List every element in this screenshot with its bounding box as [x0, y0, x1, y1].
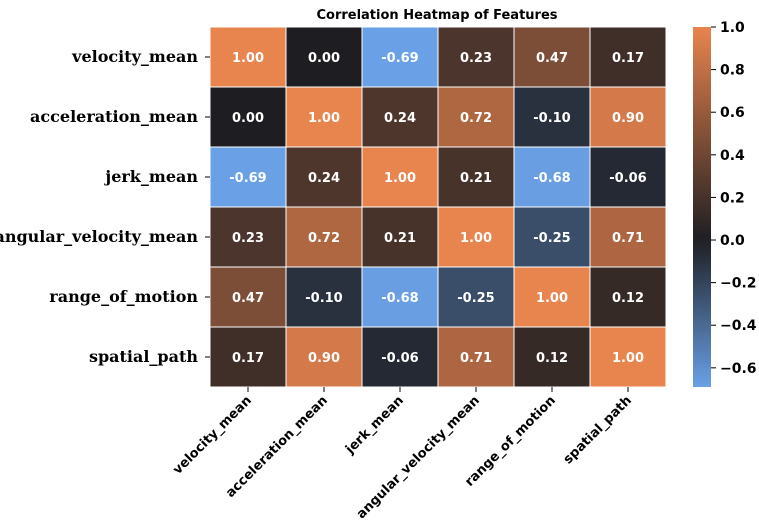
x-tick-label: jerk_mean: [342, 393, 407, 458]
colorbar-tick-label: 0.2: [720, 190, 745, 206]
colorbar-tick-label: 1.0: [720, 20, 745, 36]
colorbar-tick-label: −0.4: [720, 318, 757, 334]
heatmap-cell: [285, 146, 363, 208]
cell-value-label: -0.10: [305, 291, 342, 306]
cell-value-label: 0.23: [232, 231, 264, 246]
heatmap-cell: [209, 266, 287, 328]
cell-value-label: -0.68: [381, 291, 418, 306]
cell-value-label: 0.12: [536, 351, 568, 366]
cell-value-label: 0.24: [308, 171, 340, 186]
cell-value-label: 0.47: [536, 51, 568, 66]
heatmap-annotations: 1.00 0.00 -0.69 0.23 0.47 0.17 0.00 1.00 0.24 0.7…: [229, 51, 646, 366]
cell-value-label: 1.00: [308, 111, 340, 126]
colorbar-gradient: [693, 27, 711, 387]
y-tick-label: range_of_motion: [49, 287, 198, 306]
cell-value-label: -0.25: [457, 291, 494, 306]
heatmap-cell: [437, 26, 515, 88]
cell-value-label: 0.00: [232, 111, 264, 126]
cell-value-label: -0.06: [609, 171, 646, 186]
cell-value-label: 0.21: [384, 231, 416, 246]
cell-value-label: -0.06: [381, 351, 418, 366]
colorbar-tick-label: 0.6: [720, 105, 745, 121]
colorbar-tick-label: −0.2: [720, 276, 757, 292]
heatmap-cell: [589, 206, 667, 268]
heatmap-cell: [513, 266, 591, 328]
colorbar-tick-label: 0.8: [720, 63, 745, 79]
heatmap-cell: [437, 206, 515, 268]
cell-value-label: 0.90: [612, 111, 644, 126]
y-axis-labels: velocity_mean acceleration_mean jerk_meana…: [0, 47, 210, 366]
colorbar-tick-label: 0.0: [720, 233, 745, 249]
heatmap-cell: [589, 26, 667, 88]
heatmap-cell: [589, 146, 667, 208]
cell-value-label: 1.00: [460, 231, 492, 246]
cell-value-label: -0.25: [533, 231, 570, 246]
cell-value-label: -0.10: [533, 111, 570, 126]
heatmap-cell: [437, 266, 515, 328]
heatmap-cell: [437, 146, 515, 208]
heatmap-cell: [285, 26, 363, 88]
heatmap-cell: [589, 86, 667, 148]
cell-value-label: 0.47: [232, 291, 264, 306]
heatmap-cell: [589, 326, 667, 388]
heatmap-cell: [361, 266, 439, 328]
cell-value-label: 0.12: [612, 291, 644, 306]
cell-value-label: 0.17: [232, 351, 264, 366]
heatmap-cell: [513, 206, 591, 268]
heatmap-cell: [361, 206, 439, 268]
y-tick-label: jerk_mean: [103, 167, 198, 186]
heatmap-cell: [513, 146, 591, 208]
cell-value-label: 0.23: [460, 51, 492, 66]
heatmap-cell: [285, 206, 363, 268]
heatmap-cell: [209, 326, 287, 388]
cell-value-label: 0.24: [384, 111, 416, 126]
cell-value-label: 0.90: [308, 351, 340, 366]
cell-value-label: 0.00: [308, 51, 340, 66]
chart-title: Correlation Heatmap of Features: [316, 8, 557, 23]
colorbar-tick-label: −0.6: [720, 361, 757, 377]
y-tick-label: angular_velocity_mean: [0, 227, 198, 246]
cell-value-label: 1.00: [384, 171, 416, 186]
heatmap-cell: [209, 26, 287, 88]
cell-value-label: 0.71: [612, 231, 644, 246]
cell-value-label: 1.00: [612, 351, 644, 366]
heatmap-cell: [589, 266, 667, 328]
colorbar-tick-label: 0.4: [720, 148, 745, 164]
cell-value-label: 0.71: [460, 351, 492, 366]
cell-value-label: 1.00: [232, 51, 264, 66]
y-tick-label: velocity_mean: [71, 47, 198, 66]
x-tick-label: angular_velocity_mean: [354, 393, 483, 522]
heatmap-cell: [437, 86, 515, 148]
x-tick-label: velocity_mean: [170, 393, 254, 477]
heatmap-cell: [285, 86, 363, 148]
cell-value-label: 1.00: [536, 291, 568, 306]
x-tick-label: spatial_path: [561, 393, 635, 467]
cell-value-label: -0.68: [533, 171, 570, 186]
y-tick-label: acceleration_mean: [30, 107, 198, 126]
cell-value-label: 0.21: [460, 171, 492, 186]
heatmap-cell: [361, 26, 439, 88]
heatmap-cells: [209, 26, 667, 388]
cell-value-label: 0.72: [460, 111, 492, 126]
colorbar: 1.0 0.8 0.6 0.4 0.2 0.0 −0.2 −0.4 −0.6: [693, 20, 757, 387]
cell-value-label: 0.72: [308, 231, 340, 246]
y-tick-label: spatial_path: [89, 347, 198, 366]
heatmap-cell: [209, 206, 287, 268]
cell-value-label: -0.69: [381, 51, 418, 66]
cell-value-label: 0.17: [612, 51, 644, 66]
cell-value-label: -0.69: [229, 171, 266, 186]
